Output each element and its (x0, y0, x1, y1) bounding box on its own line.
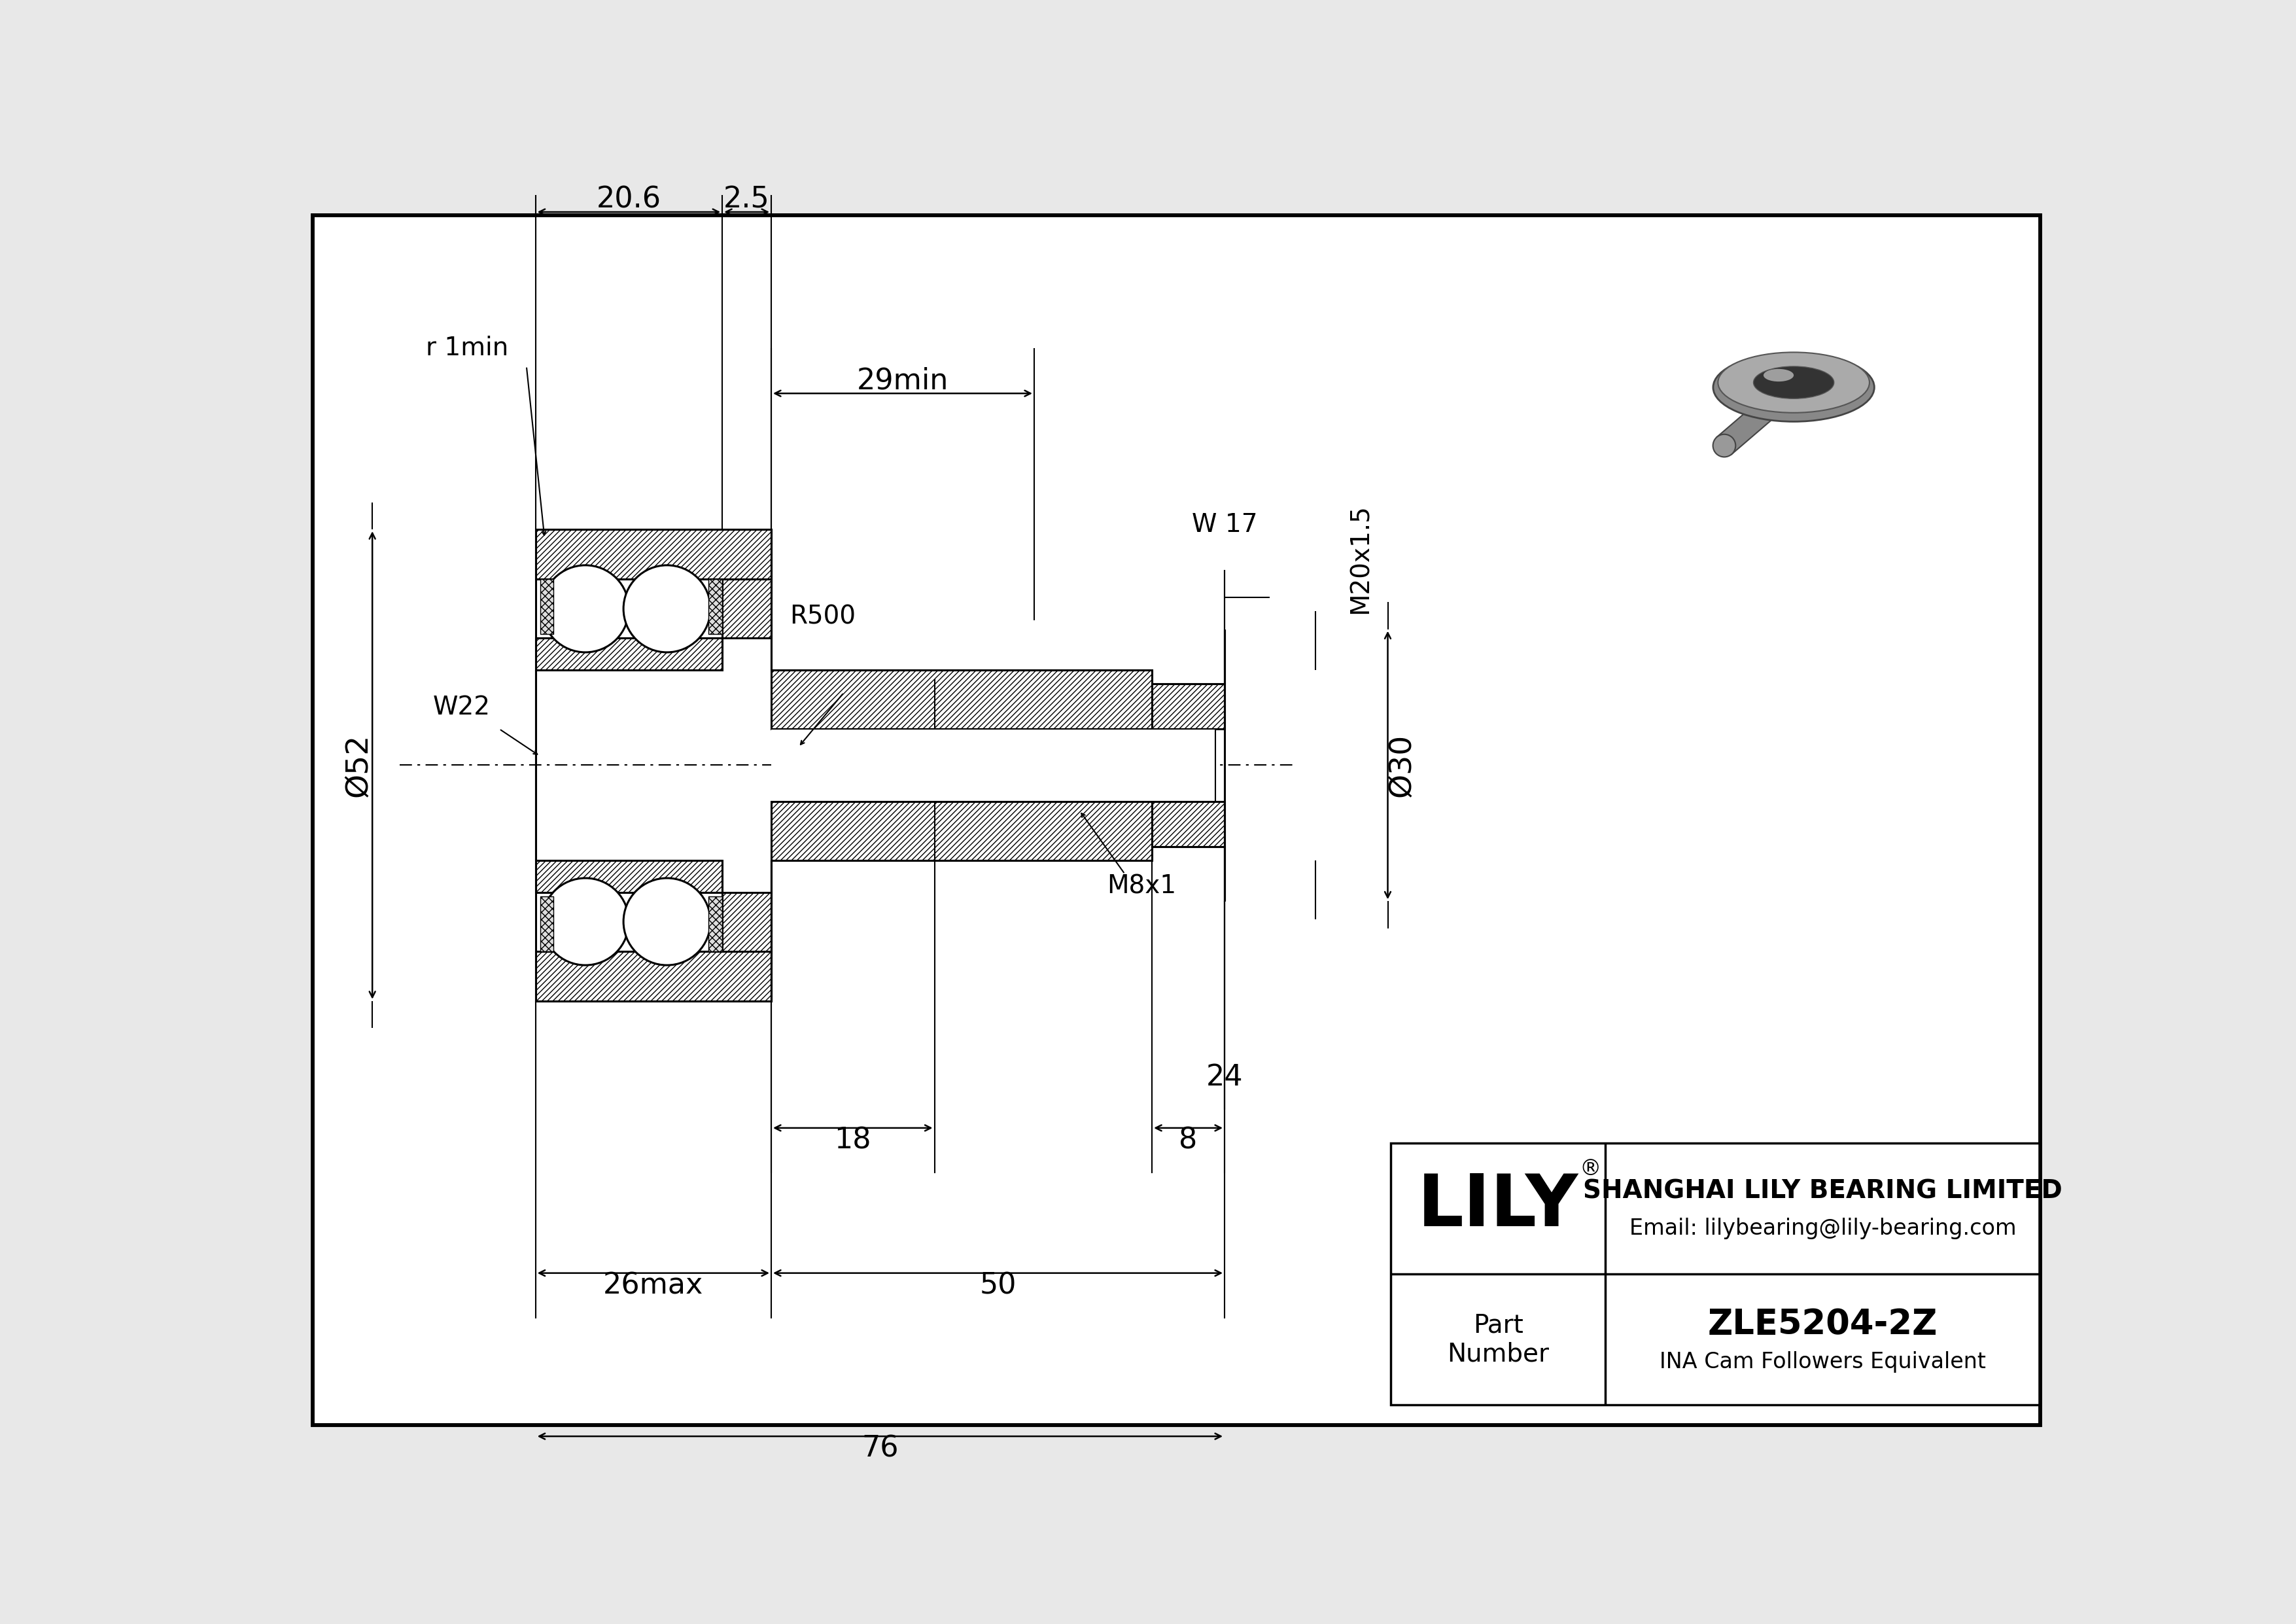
Text: 76: 76 (861, 1436, 898, 1463)
Polygon shape (535, 638, 723, 671)
Text: Ø52: Ø52 (344, 734, 372, 797)
Polygon shape (535, 529, 771, 638)
Bar (1153, 684, 1224, 729)
Text: 20.6: 20.6 (597, 185, 661, 213)
Text: 2.5: 2.5 (723, 185, 769, 213)
Bar (709, 580, 723, 633)
Circle shape (542, 879, 629, 965)
Text: SHANGHAI LILY BEARING LIMITED: SHANGHAI LILY BEARING LIMITED (1584, 1179, 2062, 1203)
Text: LILY: LILY (1417, 1171, 1580, 1241)
Bar (540, 580, 553, 633)
Circle shape (542, 565, 629, 653)
Circle shape (1713, 434, 1736, 456)
Text: M8x1: M8x1 (1107, 874, 1176, 900)
Text: 26max: 26max (604, 1272, 703, 1299)
Bar (771, 671, 1153, 729)
Bar (709, 896, 723, 952)
Text: Email: lilybearing@lily-bearing.com: Email: lilybearing@lily-bearing.com (1630, 1218, 2016, 1239)
Text: 18: 18 (833, 1127, 870, 1155)
Bar (771, 671, 1153, 729)
Bar (1391, 1143, 2041, 1405)
Text: R500: R500 (790, 604, 856, 628)
Ellipse shape (1717, 352, 1869, 412)
Text: r 1min: r 1min (425, 336, 507, 361)
Text: M20x1.5: M20x1.5 (1348, 503, 1373, 614)
Text: INA Cam Followers Equivalent: INA Cam Followers Equivalent (1660, 1351, 1986, 1372)
Text: ZLE5204-2Z: ZLE5204-2Z (1708, 1307, 1938, 1341)
Bar (771, 729, 1215, 802)
Bar (1153, 802, 1224, 846)
Bar (540, 896, 553, 952)
Text: Ø30: Ø30 (1387, 734, 1417, 797)
Bar (709, 580, 723, 633)
Text: Part
Number: Part Number (1446, 1312, 1550, 1366)
Polygon shape (535, 892, 771, 1000)
Text: 50: 50 (980, 1272, 1017, 1299)
Ellipse shape (1740, 365, 1846, 409)
Ellipse shape (1713, 352, 1874, 422)
Text: 29min: 29min (856, 367, 948, 395)
Ellipse shape (1754, 367, 1835, 398)
Bar (709, 896, 723, 952)
Bar (771, 802, 1153, 861)
Text: W22: W22 (432, 695, 489, 719)
Text: W 17: W 17 (1192, 513, 1258, 538)
Circle shape (625, 565, 709, 653)
Circle shape (625, 879, 709, 965)
Text: 8: 8 (1180, 1127, 1199, 1155)
Bar (540, 896, 553, 952)
Bar (1153, 684, 1224, 729)
Text: ®: ® (1580, 1158, 1600, 1179)
Text: 24: 24 (1205, 1064, 1242, 1091)
Bar (1153, 802, 1224, 846)
Polygon shape (1717, 396, 1779, 455)
Polygon shape (535, 861, 723, 892)
Bar (540, 580, 553, 633)
Ellipse shape (1763, 369, 1793, 382)
Bar (771, 802, 1153, 861)
